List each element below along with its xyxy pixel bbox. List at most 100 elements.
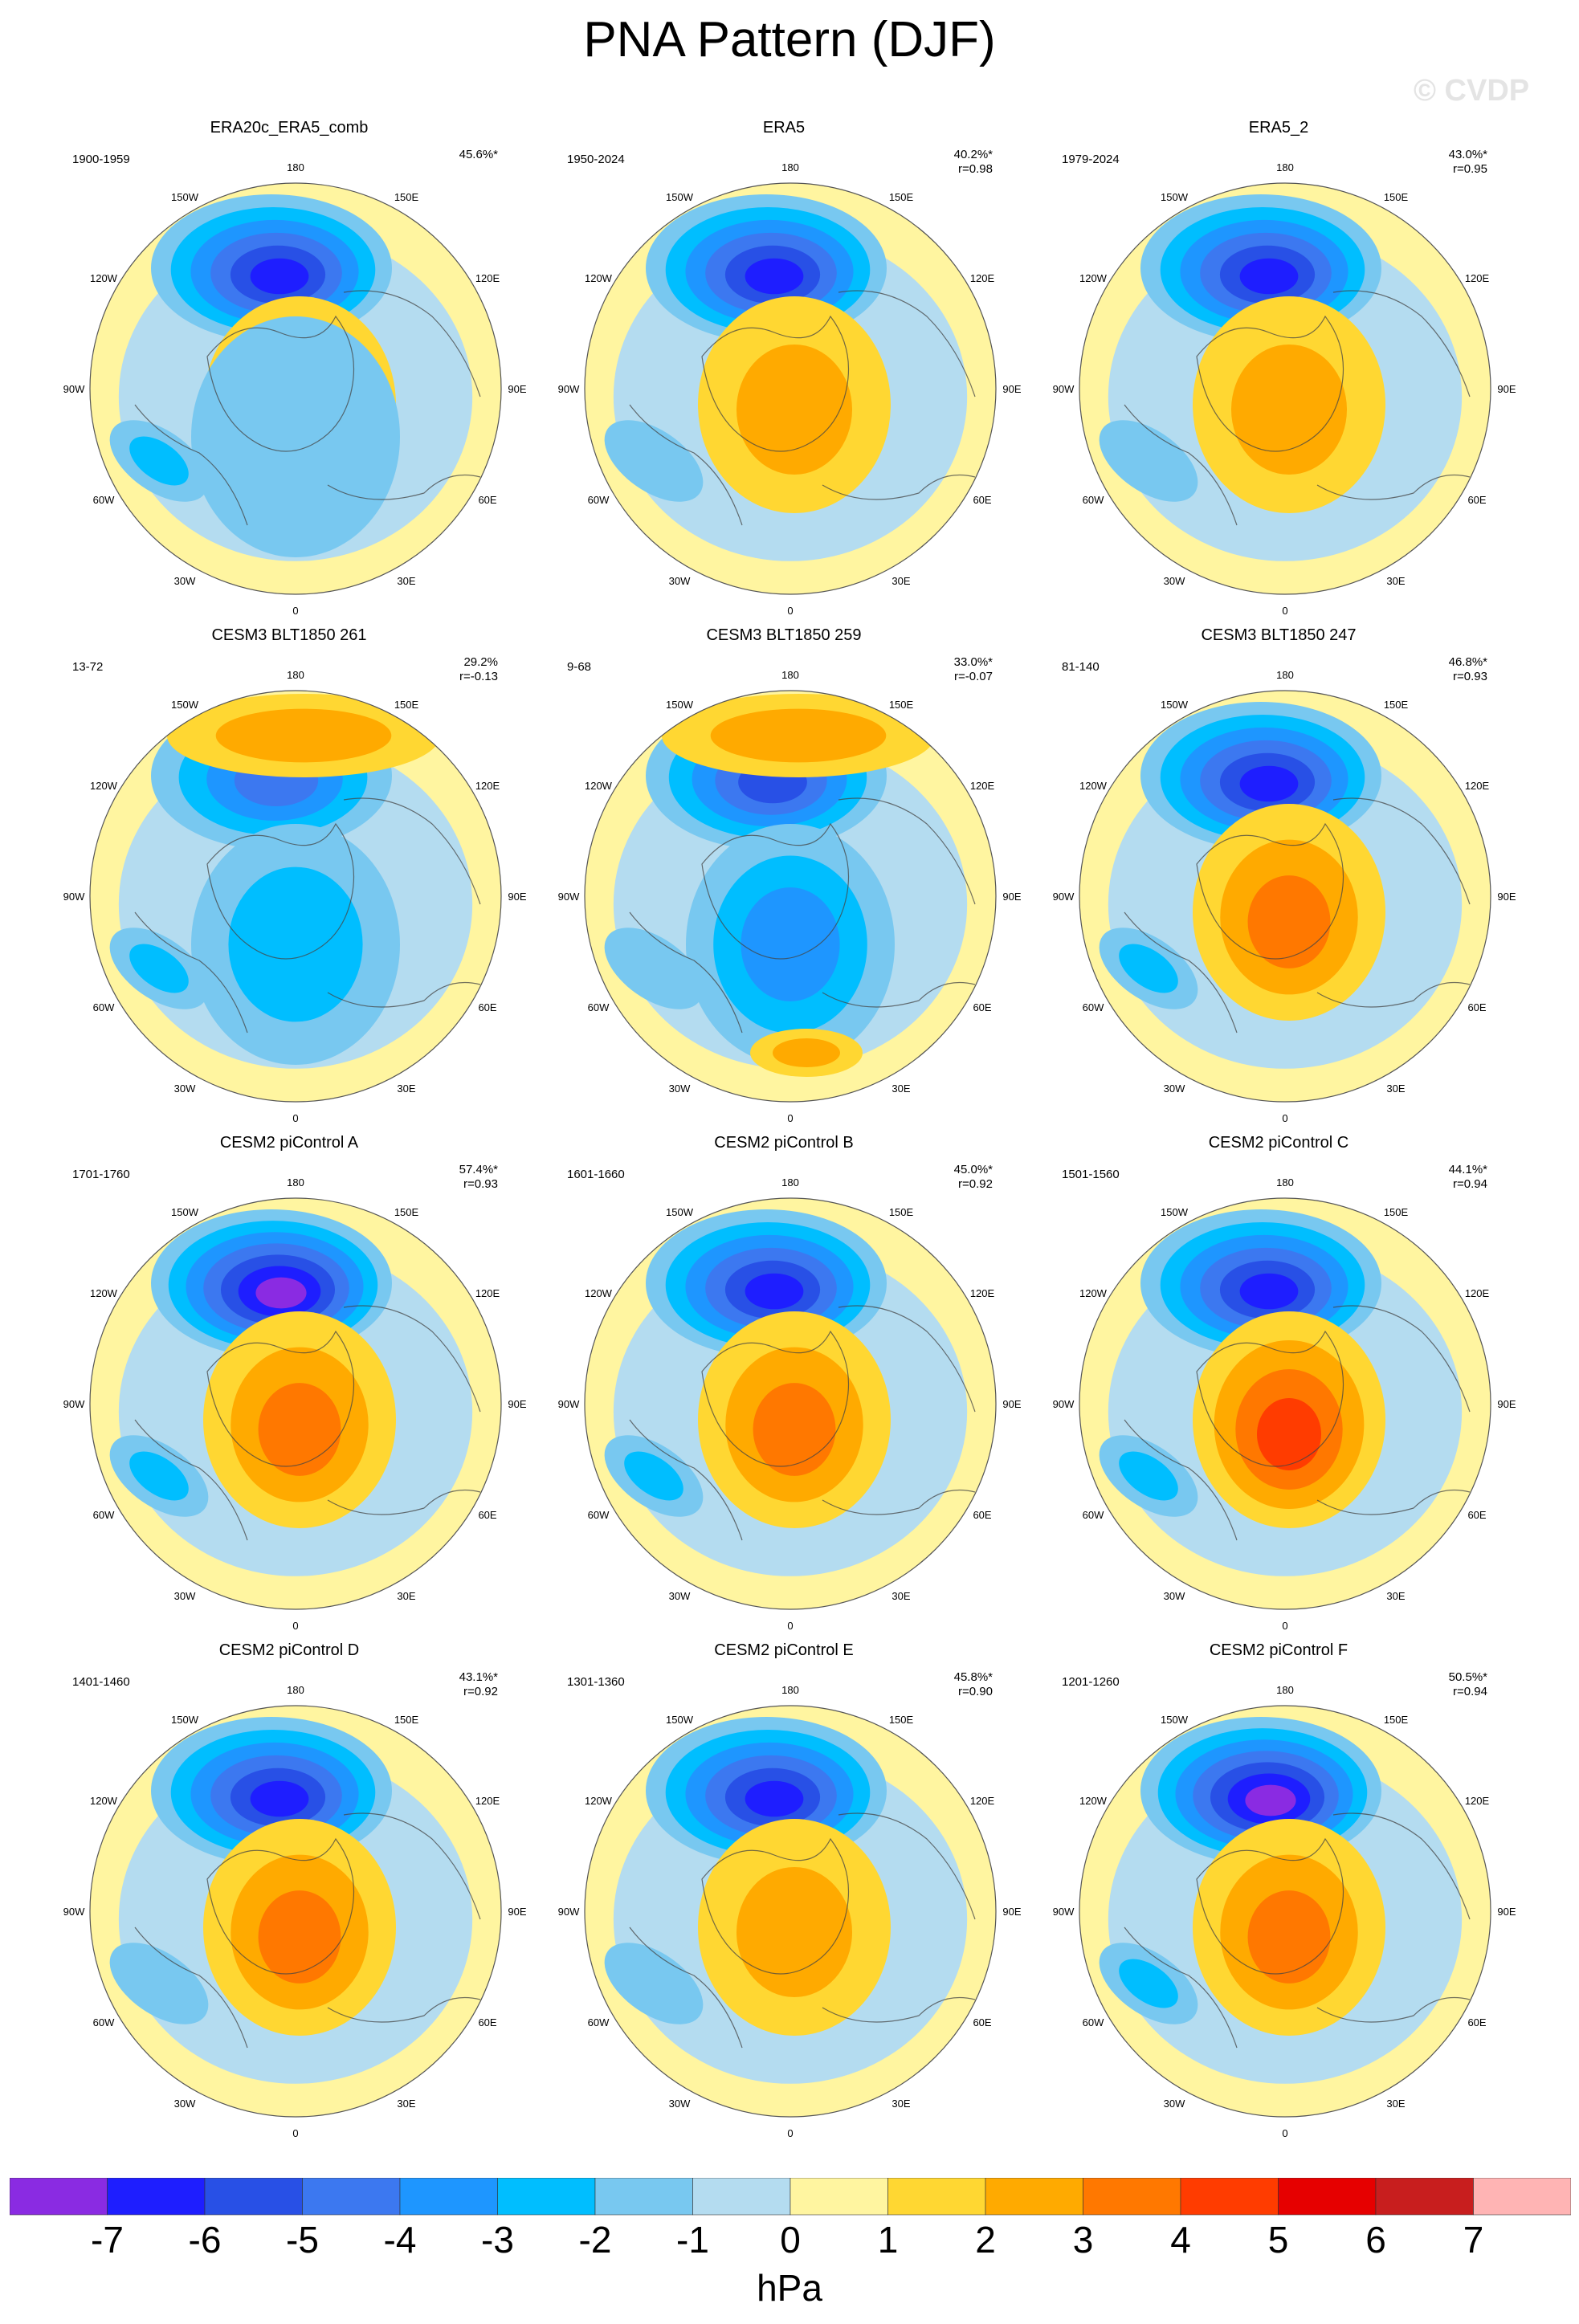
- panel-period: 81-140: [1062, 660, 1100, 674]
- coastlines: [629, 290, 976, 526]
- longitude-label: 120E: [1465, 1795, 1490, 1807]
- coastlines: [629, 1305, 976, 1541]
- longitude-label: 90E: [508, 891, 526, 903]
- longitude-label: 150W: [171, 191, 199, 203]
- longitude-label: 90E: [508, 1398, 526, 1410]
- percent-variance: 57.4%*: [459, 1163, 498, 1176]
- polar-map: 180 150E 120E 90E 60E 30E 0 30W 60W 90W 120W 150W: [558, 161, 1022, 617]
- canada-high-contour: [753, 1383, 836, 1476]
- panel-title: CESM2 piControl B: [714, 1134, 854, 1152]
- coastlines: [134, 797, 481, 1034]
- panel-title: CESM2 piControl E: [714, 1641, 854, 1659]
- colorbar-swatch: [692, 2178, 791, 2216]
- longitude-label: 180: [781, 161, 799, 173]
- longitude-label: 30W: [1164, 1590, 1185, 1602]
- colorbar-labels: -7 -6 -5 -4 -3 -2 -1 0 1 2 3 4 5 6 7: [0, 2218, 1579, 2266]
- panel-stats: 46.8%* r=0.93: [1407, 655, 1487, 684]
- longitude-label: 150E: [889, 1714, 914, 1726]
- colorbar-tick-label: 6: [1365, 2219, 1386, 2261]
- longitude-label: 30W: [1164, 2098, 1185, 2110]
- longitude-label: 120E: [475, 272, 500, 284]
- percent-variance: 45.6%*: [459, 148, 498, 161]
- longitude-label: 150E: [394, 191, 419, 203]
- longitude-label: 150E: [1384, 1714, 1409, 1726]
- panel-title: CESM3 BLT1850 261: [211, 626, 367, 644]
- longitude-label: 30E: [892, 1082, 910, 1095]
- longitude-label: 0: [292, 1112, 298, 1124]
- polar-map: 180 150E 120E 90E 60E 30E 0 30W 60W 90W 120W 150W: [1053, 161, 1516, 617]
- polar-map: 180 150E 120E 90E 60E 30E 0 30W 60W 90W 120W 150W: [1053, 669, 1516, 1124]
- coastlines: [134, 1812, 481, 2049]
- longitude-label: 60W: [93, 1509, 115, 1521]
- longitude-label: 60E: [973, 1001, 991, 1013]
- percent-variance: 44.1%*: [1448, 1163, 1487, 1176]
- pattern-correlation: r=0.94: [1453, 1685, 1487, 1698]
- colorbar-swatch: [399, 2178, 498, 2216]
- subtropical-low-contour: [1119, 944, 1178, 993]
- panel-period: 1950-2024: [567, 153, 625, 166]
- subtropical-low-contour: [624, 1451, 683, 1501]
- colorbar-tick-label: 2: [975, 2219, 996, 2261]
- longitude-label: 120E: [475, 1287, 500, 1299]
- pattern-correlation: r=0.93: [1453, 670, 1487, 683]
- percent-variance: 33.0%*: [953, 655, 993, 669]
- polar-map: 180 150E 120E 90E 60E 30E 0 30W 60W 90W 120W 150W: [558, 1684, 1022, 2139]
- longitude-label: 60E: [478, 1509, 496, 1521]
- canada-high-contour: [736, 345, 852, 475]
- europe-high-contour: [773, 1038, 840, 1067]
- colorbar-tick-label: 0: [780, 2219, 801, 2261]
- continental-low-contour: [191, 316, 400, 557]
- map-border: [89, 1197, 502, 1610]
- longitude-label: 60W: [93, 494, 115, 506]
- pattern-correlation: r=0.92: [958, 1177, 993, 1191]
- pattern-correlation: r=-0.07: [954, 670, 993, 683]
- longitude-label: 60E: [1467, 2016, 1486, 2028]
- map-panel: 180 150E 120E 90E 60E 30E 0 30W 60W 90W 120W 150W CE…: [40, 1641, 538, 2147]
- longitude-label: 90E: [1002, 383, 1021, 395]
- longitude-label: 30E: [892, 2098, 910, 2110]
- longitude-label: 150E: [889, 699, 914, 711]
- continental-low-contour: [741, 887, 840, 1002]
- longitude-label: 150W: [171, 699, 199, 711]
- canada-high-contour: [1231, 345, 1347, 475]
- longitude-label: 150E: [394, 1206, 419, 1218]
- panel-title: ERA20c_ERA5_comb: [210, 119, 369, 137]
- longitude-label: 30E: [892, 1590, 910, 1602]
- colorbar-swatch: [1083, 2178, 1181, 2216]
- watermark: © CVDP: [1414, 74, 1530, 108]
- colorbar-swatch: [887, 2178, 986, 2216]
- longitude-label: 90E: [508, 1906, 526, 1918]
- colorbar-tick-label: 7: [1463, 2219, 1484, 2261]
- coastlines: [134, 1305, 481, 1541]
- longitude-label: 90W: [1053, 383, 1075, 395]
- longitude-label: 180: [781, 1176, 799, 1189]
- colorbar-swatch: [1278, 2178, 1377, 2216]
- subtropical-low-contour: [109, 1943, 209, 2024]
- map-panel: 180 150E 120E 90E 60E 30E 0 30W 60W 90W 120W 150W ER…: [535, 119, 1033, 625]
- longitude-label: 120W: [1079, 272, 1108, 284]
- colorbar-tick-label: 3: [1072, 2219, 1094, 2261]
- polar-map: 180 150E 120E 90E 60E 30E 0 30W 60W 90W 120W 150W: [558, 669, 1022, 1124]
- panel-period: 1301-1360: [567, 1675, 625, 1689]
- longitude-label: 120W: [585, 1795, 613, 1807]
- pacific-low-contour: [1239, 765, 1299, 802]
- coastlines: [1124, 1812, 1471, 2049]
- longitude-label: 150W: [666, 191, 694, 203]
- map-border: [89, 690, 502, 1103]
- longitude-label: 60W: [93, 1001, 115, 1013]
- pattern-correlation: r=0.92: [463, 1685, 498, 1698]
- longitude-label: 90E: [1002, 1906, 1021, 1918]
- longitude-label: 0: [292, 2127, 298, 2139]
- subtropical-low-contour: [1119, 1959, 1178, 2008]
- panel-stats: 44.1%* r=0.94: [1407, 1163, 1487, 1192]
- panel-stats: 33.0%* r=-0.07: [912, 655, 993, 684]
- longitude-label: 150W: [666, 699, 694, 711]
- map-border: [584, 182, 997, 595]
- panel-title: CESM3 BLT1850 259: [706, 626, 862, 644]
- panel-period: 9-68: [567, 660, 592, 674]
- longitude-label: 30W: [669, 575, 691, 587]
- longitude-label: 120E: [1465, 1287, 1490, 1299]
- colorbar-swatch: [790, 2178, 888, 2216]
- map-border: [89, 182, 502, 595]
- longitude-label: 120E: [1465, 780, 1490, 792]
